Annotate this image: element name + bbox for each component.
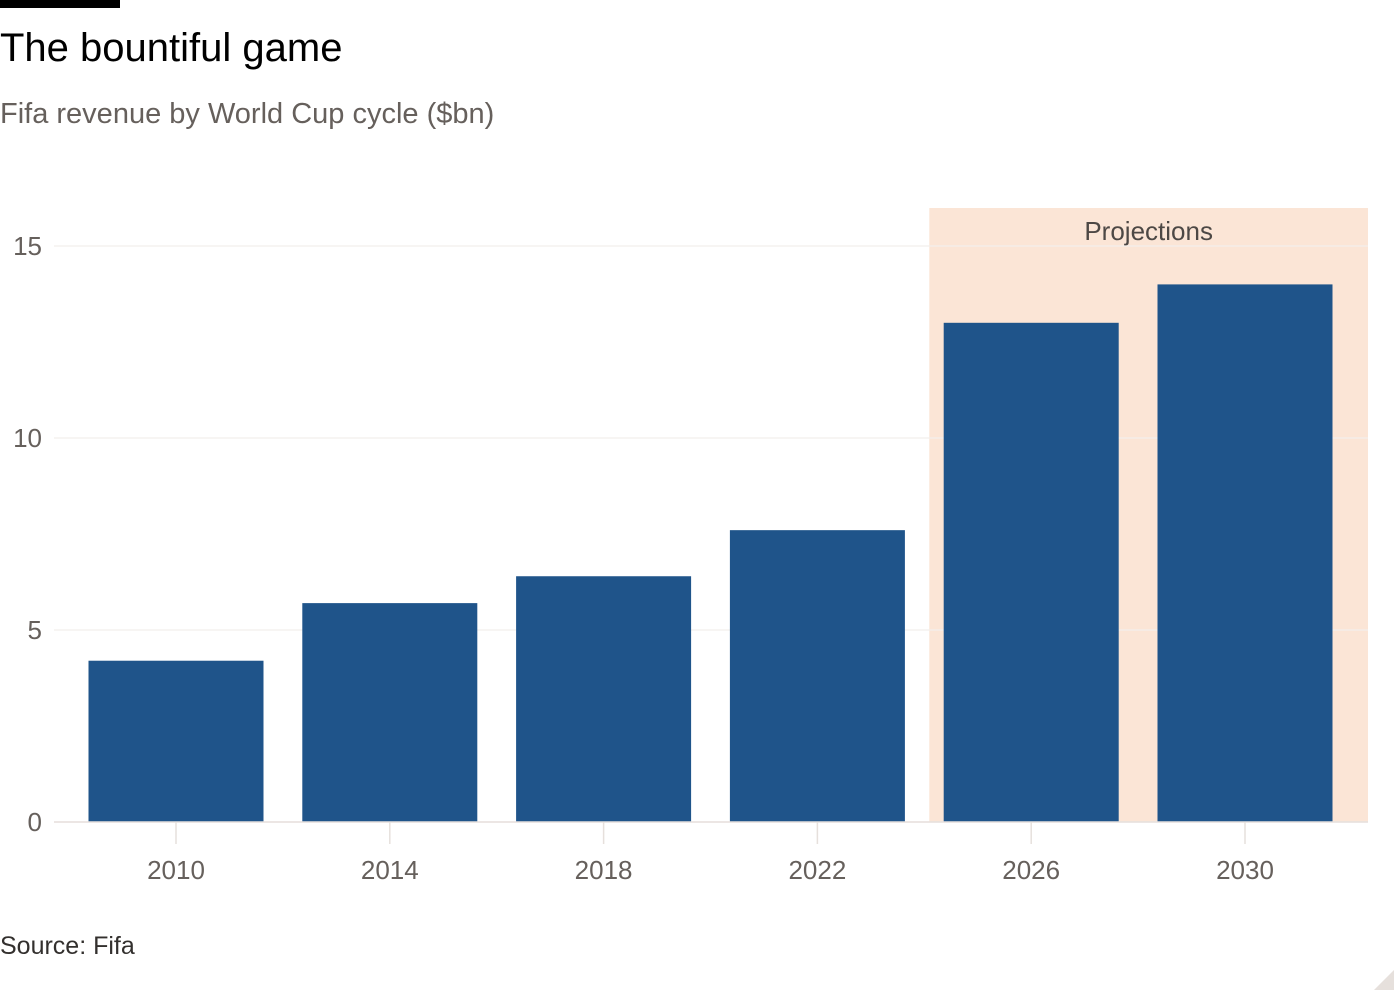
y-tick-label: 0	[28, 807, 42, 837]
y-tick-label: 15	[13, 231, 42, 261]
x-tick-label: 2030	[1216, 855, 1274, 885]
bar-2026	[943, 322, 1119, 822]
x-tick-label: 2010	[147, 855, 205, 885]
chart-subtitle: Fifa revenue by World Cup cycle ($bn)	[0, 98, 495, 130]
bar-2018	[516, 576, 692, 822]
y-tick-label: 10	[13, 423, 42, 453]
top-rule	[0, 0, 120, 8]
x-tick-label: 2018	[575, 855, 633, 885]
chart-title: The bountiful game	[0, 26, 343, 70]
x-tick-label: 2026	[1002, 855, 1060, 885]
x-tick-label: 2022	[788, 855, 846, 885]
source-note: Source: Fifa	[0, 932, 135, 960]
bar-2022	[729, 530, 905, 822]
bar-2010	[88, 660, 264, 822]
y-tick-label: 5	[28, 615, 42, 645]
x-tick-label: 2014	[361, 855, 419, 885]
corner-mark	[1374, 970, 1394, 990]
bar-2014	[302, 603, 478, 822]
projections-label: Projections	[1084, 216, 1213, 246]
bar-2030	[1157, 284, 1333, 822]
